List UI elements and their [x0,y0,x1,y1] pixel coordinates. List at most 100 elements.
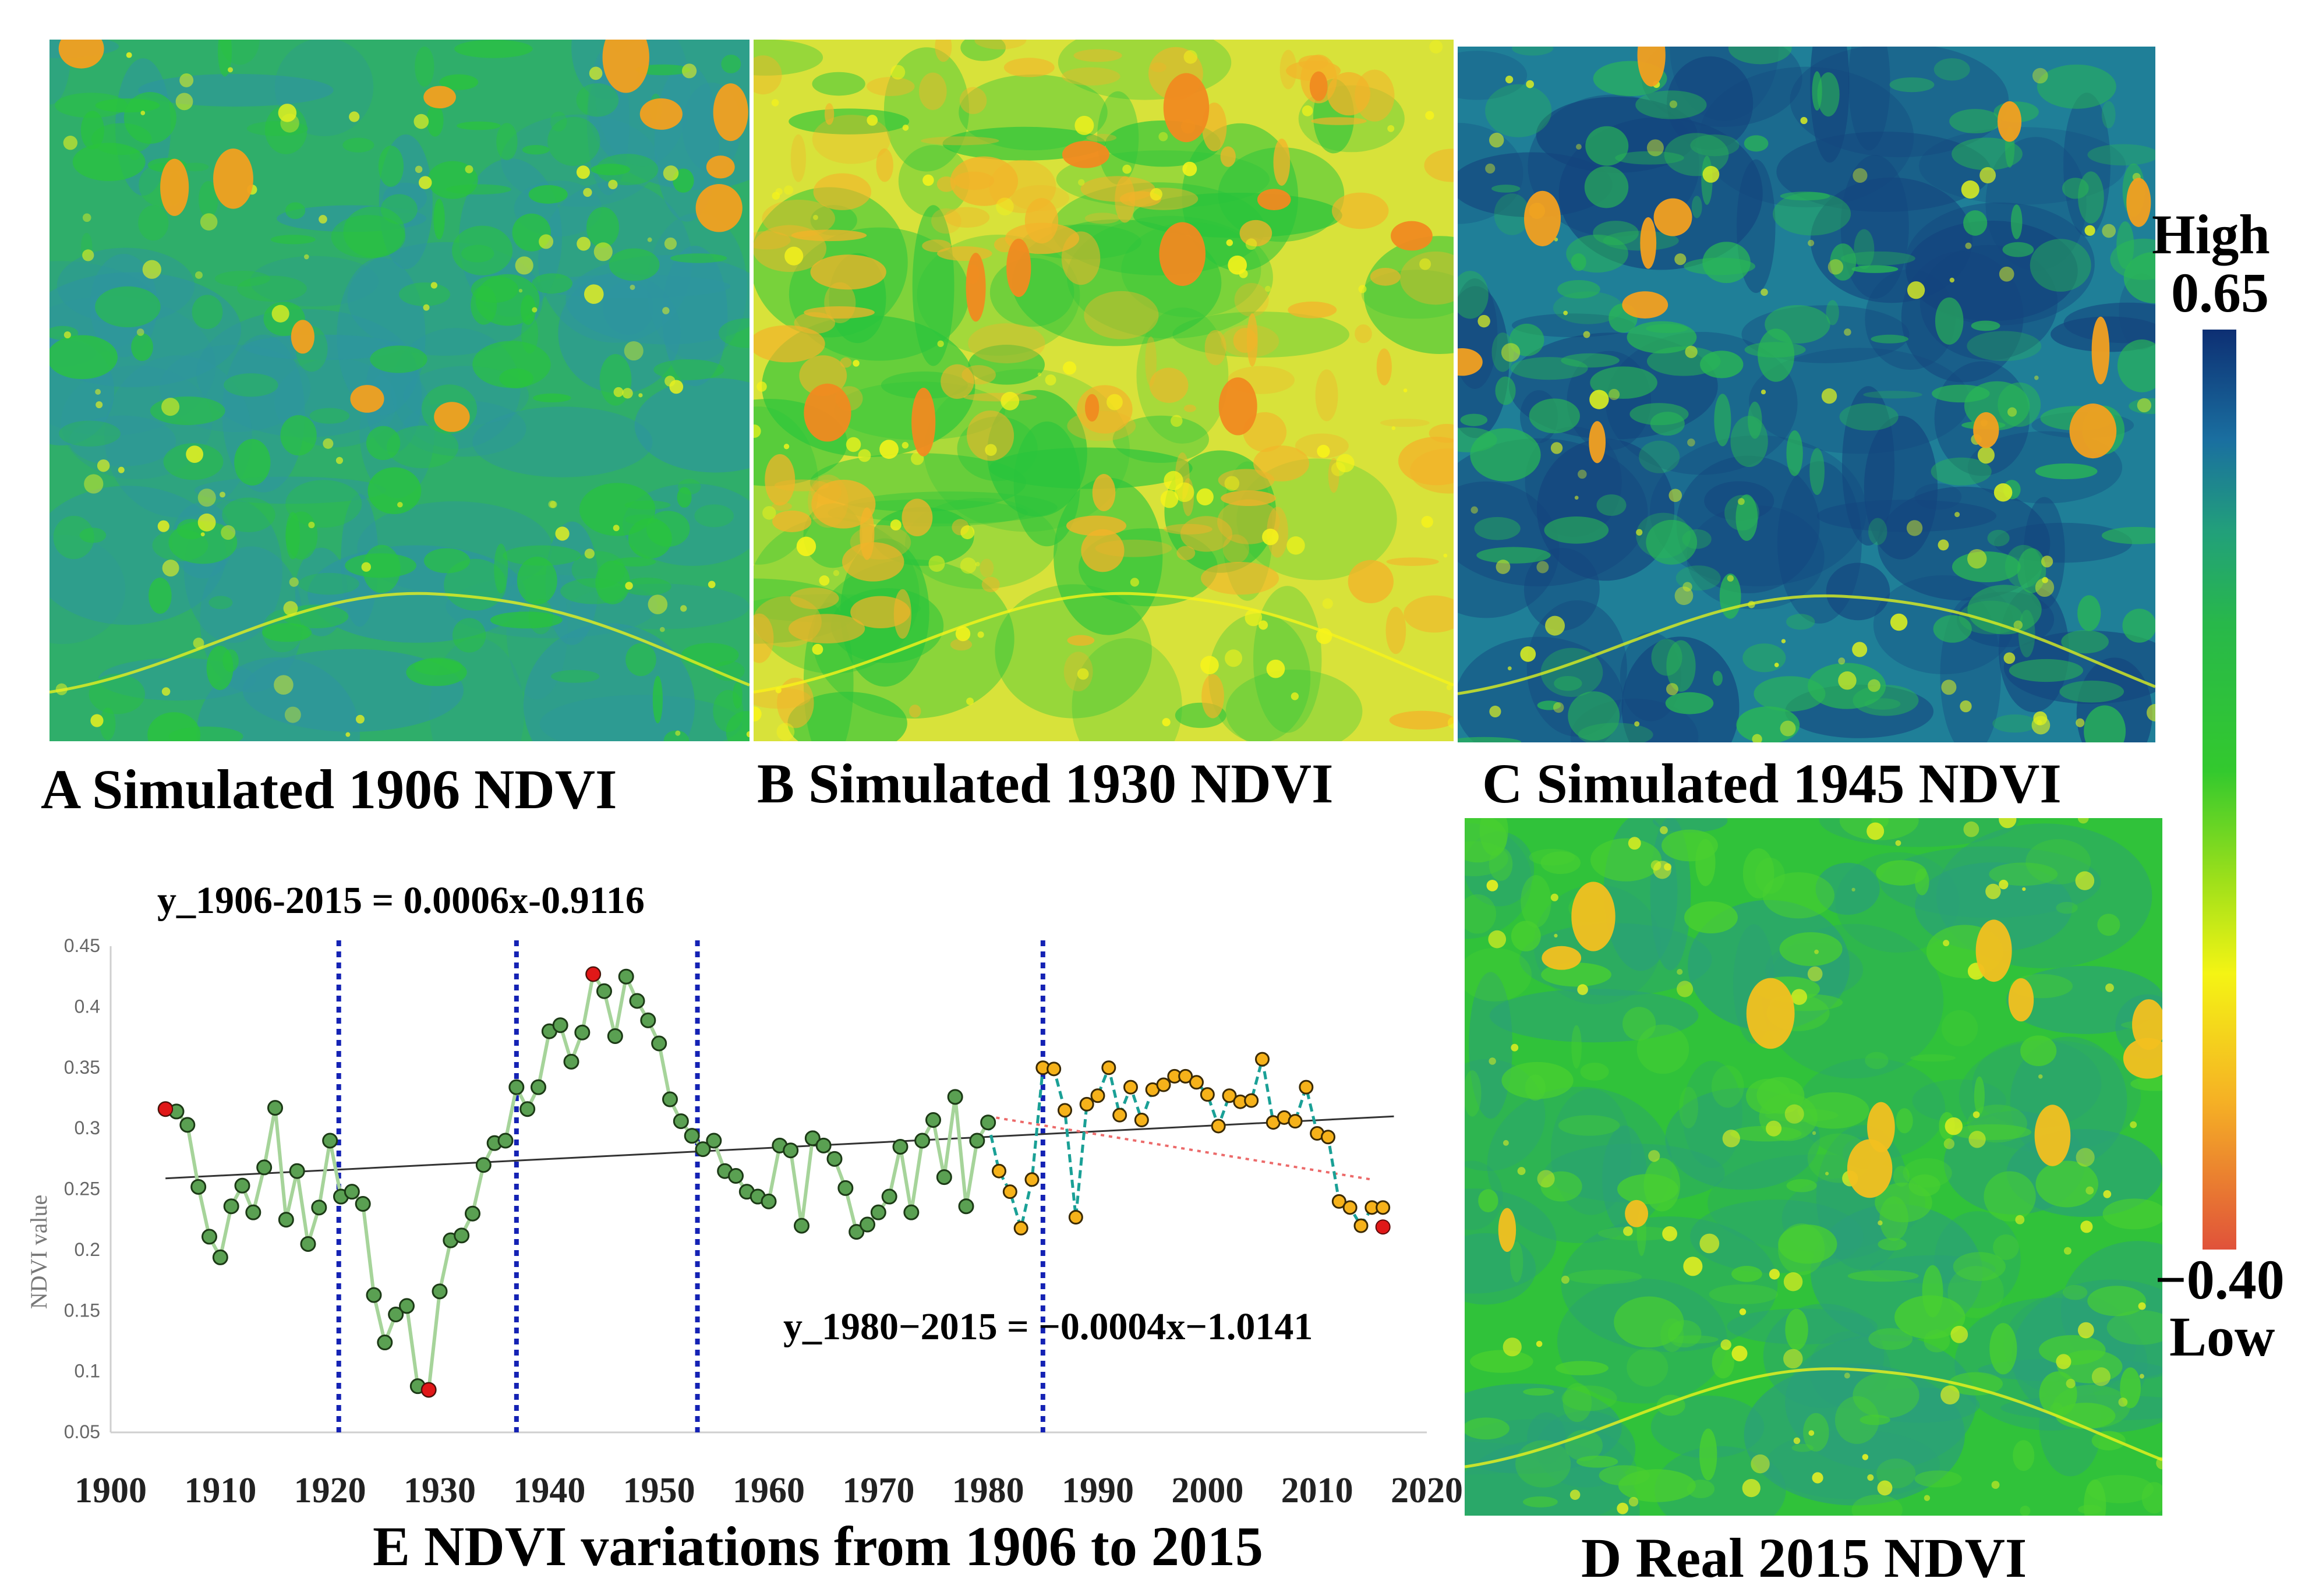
data-point-real [1299,1080,1314,1095]
data-point-simulated [728,1168,744,1184]
data-point-real [1013,1220,1028,1236]
data-point-simulated [596,983,612,999]
data-point-real [1123,1080,1138,1095]
data-point-simulated [640,1012,656,1028]
x-tick-label: 1920 [294,1471,366,1510]
data-point-simulated [673,1113,689,1130]
caption-panel-c: C Simulated 1945 NDVI [1482,752,2062,815]
data-point-real [1200,1087,1215,1102]
data-point-extreme [158,1101,174,1117]
data-point-real [992,1163,1006,1179]
x-tick-label: 1950 [623,1471,695,1510]
data-point-simulated [958,1198,974,1215]
data-point-simulated [508,1079,525,1095]
data-point-simulated [497,1133,514,1149]
x-tick-label: 2000 [1171,1471,1243,1510]
y-tick-label: 0.1 [75,1361,100,1382]
data-point-simulated [223,1198,239,1215]
data-point-simulated [980,1114,996,1131]
caption-panel-a: A Simulated 1906 NDVI [41,758,617,820]
data-point-simulated [531,1079,546,1095]
data-point-simulated [377,1335,393,1351]
data-point-simulated [190,1179,207,1195]
data-point-real [1353,1218,1369,1233]
data-point-simulated [454,1227,470,1244]
x-tick-label: 2010 [1281,1471,1353,1510]
ndvi-map-b [754,40,1454,741]
x-tick-label: 2020 [1391,1471,1463,1510]
chart-equation-1: y_1906-2015 = 0.0006x-0.9116 [157,879,645,922]
data-point-simulated [399,1298,415,1314]
data-point-simulated [388,1307,404,1323]
data-point-extreme [585,967,601,982]
data-point-simulated [925,1112,941,1128]
data-point-simulated [552,1017,568,1034]
data-point-simulated [892,1138,908,1155]
data-point-simulated [881,1188,897,1205]
data-point-simulated [761,1193,777,1209]
data-point-simulated [870,1204,886,1220]
data-point-simulated [903,1204,920,1220]
data-point-real [1288,1114,1303,1129]
data-point-simulated [366,1287,382,1303]
x-tick-label: 1970 [842,1471,914,1510]
legend-high-label: High [2152,203,2270,266]
y-tick-label: 0.05 [64,1421,100,1442]
data-point-simulated [311,1199,327,1216]
data-point-simulated [322,1133,338,1149]
data-point-simulated [300,1236,316,1252]
data-point-simulated [355,1196,371,1212]
ndvi-map-c [1458,47,2155,742]
y-tick-label: 0.3 [75,1117,100,1138]
x-tick-label: 1990 [1062,1471,1134,1510]
data-point-real [1112,1107,1127,1123]
data-point-simulated [706,1133,722,1149]
y-axis-label: NDVI value [26,1195,52,1310]
data-point-simulated [212,1249,228,1265]
data-point-real [1068,1210,1083,1225]
data-point-simulated [947,1089,963,1105]
data-point-simulated [783,1142,799,1159]
trend-line-1980-2015 [988,1115,1373,1181]
data-point-simulated [574,1024,591,1041]
chart-equation-2: y_1980−2015 = −0.0004x−1.0141 [783,1305,1313,1348]
data-point-real [1101,1060,1116,1075]
map-panel-d [1465,818,2162,1516]
data-point-real [1079,1096,1094,1112]
data-point-real [1331,1194,1346,1209]
x-tick-label: 1940 [513,1471,585,1510]
data-point-real [1342,1200,1358,1215]
series-line-simulated [165,969,990,1392]
series-line-real [987,1059,1383,1234]
map-panel-b [754,40,1454,741]
data-point-real [1156,1077,1171,1092]
data-point-simulated [465,1205,480,1222]
data-point-simulated [936,1169,952,1186]
data-point-simulated [684,1128,700,1144]
data-point-simulated [969,1133,985,1149]
ndvi-line-chart: NDVI value 0.05 0.1 0.15 0.2 0.25 0.3 0.35 0.4 0… [0,873,1468,1531]
data-point-simulated [794,1218,809,1234]
data-point-extreme [1375,1219,1391,1235]
data-point-simulated [256,1159,273,1176]
x-tick-label: 1910 [184,1471,256,1510]
y-tick-label: 0.4 [75,996,100,1017]
data-point-simulated [651,1035,667,1052]
data-point-real [1090,1088,1105,1103]
data-point-real [1189,1075,1204,1090]
data-point-real [1058,1103,1072,1118]
data-point-simulated [234,1177,250,1194]
caption-panel-d: D Real 2015 NDVI [1581,1527,2027,1589]
data-point-simulated [849,1224,865,1240]
x-tick-label: 1980 [952,1471,1024,1510]
data-point-simulated [278,1212,294,1228]
data-point-simulated [804,1130,821,1146]
x-tick-label: 1960 [733,1471,805,1510]
data-point-simulated [826,1151,843,1167]
data-point-simulated [344,1184,360,1200]
data-point-real [1222,1088,1237,1103]
legend-high-value: 0.65 [2171,261,2269,324]
ndvi-map-a [50,40,750,741]
y-tick-label: 0.45 [64,935,100,956]
data-point-real [1211,1119,1226,1134]
